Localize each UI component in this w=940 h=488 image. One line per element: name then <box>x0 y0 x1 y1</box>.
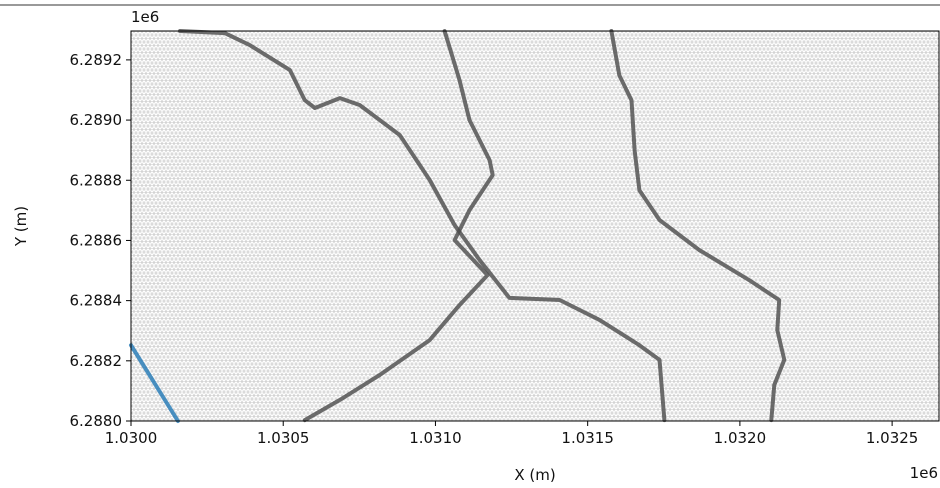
line <box>129 343 180 423</box>
y-tick-label: 6.2882 <box>70 352 123 370</box>
x-tick-label: 1.0300 <box>105 429 158 447</box>
x-tick-label: 1.0320 <box>714 429 767 447</box>
line <box>178 29 667 423</box>
x-tick-label: 1.0315 <box>561 429 614 447</box>
y-offset-label: 1e6 <box>131 8 159 26</box>
y-tick-label: 6.2892 <box>70 51 123 69</box>
axes-frame <box>130 30 940 422</box>
x-axis-label: X (m) <box>514 466 555 484</box>
x-tick-label: 1.0325 <box>866 429 919 447</box>
line <box>302 29 495 423</box>
x-offset-label: 1e6 <box>910 464 938 482</box>
x-tick-label: 1.0310 <box>409 429 462 447</box>
y-tick-label: 6.2886 <box>70 231 123 249</box>
y-tick-label: 6.2884 <box>70 292 123 310</box>
y-tick-label: 6.2890 <box>70 111 123 129</box>
x-tick-label: 1.0305 <box>257 429 310 447</box>
y-tick-label: 6.2888 <box>70 171 123 189</box>
y-axis-label: Y (m) <box>12 206 30 247</box>
mesh <box>131 31 939 421</box>
line <box>609 29 787 423</box>
y-tick-label: 6.2880 <box>70 412 123 430</box>
